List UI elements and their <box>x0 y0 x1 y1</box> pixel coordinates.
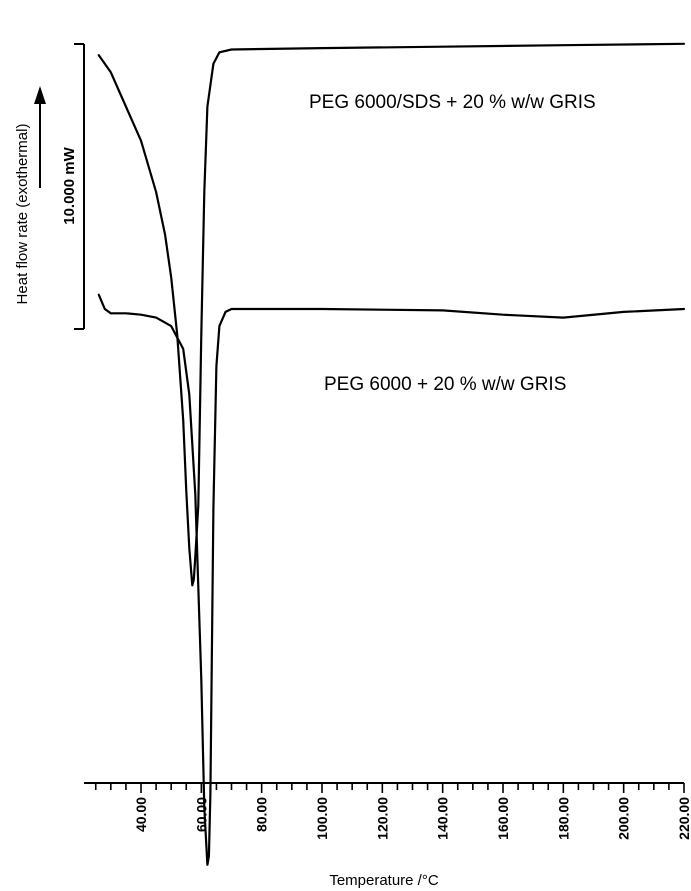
x-axis-tick-labels: 40.00 60.00 80.00 100.00 120.00 140.00 160.00 1… <box>133 797 691 840</box>
series-label-peg-sds-gris: PEG 6000/SDS + 20 % w/w GRIS <box>309 92 596 113</box>
x-tick-label: 140.00 <box>435 797 451 840</box>
x-tick-label: 120.00 <box>374 797 390 840</box>
x-axis-ticks <box>94 783 685 793</box>
x-tick-label: 220.00 <box>676 797 691 840</box>
scale-bar-label: 10.000 mW <box>61 146 78 224</box>
x-tick-label: 100.00 <box>314 797 330 840</box>
y-axis-label: Heat flow rate (exothermal) <box>14 124 31 305</box>
scale-bar <box>74 43 85 330</box>
x-tick-label: 160.00 <box>495 797 511 840</box>
curve-peg-sds-gris <box>97 42 686 587</box>
series-label-peg-gris: PEG 6000 + 20 % w/w GRIS <box>324 374 566 395</box>
y-axis-arrow-icon <box>34 86 46 188</box>
x-tick-label: 40.00 <box>133 797 149 832</box>
x-tick-label: 60.00 <box>193 797 209 832</box>
x-tick-label: 200.00 <box>616 797 632 840</box>
x-axis-label: Temperature /°C <box>329 872 439 889</box>
curve-peg-gris <box>97 293 686 866</box>
x-tick-label: 180.00 <box>555 797 571 840</box>
x-tick-label: 80.00 <box>254 797 270 832</box>
